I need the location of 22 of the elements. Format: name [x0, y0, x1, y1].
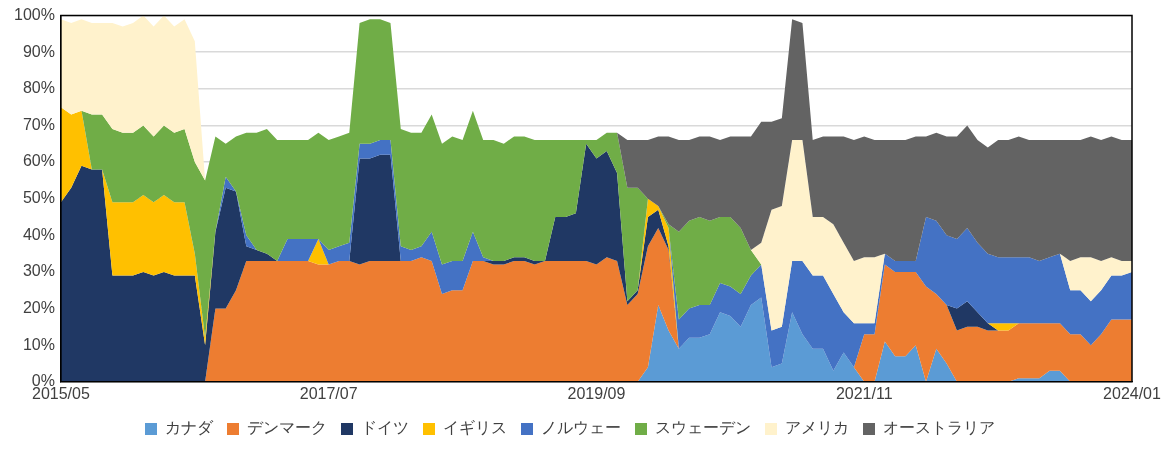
legend-label: オーストラリア — [883, 418, 995, 438]
x-tick-label: 2021/11 — [835, 384, 893, 402]
x-tick-label: 2019/09 — [567, 384, 626, 402]
legend-label: イギリス — [443, 418, 507, 438]
y-tick-label: 10% — [22, 335, 55, 353]
legend-label: アメリカ — [785, 418, 849, 438]
y-tick-label: 90% — [22, 42, 55, 60]
y-tick-label: 30% — [22, 262, 55, 280]
x-tick-label: 2024/01 — [1103, 384, 1162, 402]
legend-label: ドイツ — [361, 418, 409, 438]
y-tick-label: 100% — [14, 6, 55, 24]
y-tick-label: 80% — [22, 79, 55, 97]
y-tick-label: 60% — [22, 152, 55, 170]
legend-label: ノルウェー — [541, 418, 621, 438]
y-tick-label: 40% — [22, 225, 55, 243]
legend-label: カナダ — [165, 418, 214, 438]
y-tick-label: 50% — [22, 189, 55, 207]
legend-label: デンマーク — [247, 418, 327, 438]
legend-label: スウェーデン — [655, 418, 751, 438]
y-tick-label: 70% — [22, 115, 55, 133]
y-tick-label: 20% — [22, 298, 55, 316]
x-tick-label: 2017/07 — [299, 384, 358, 402]
